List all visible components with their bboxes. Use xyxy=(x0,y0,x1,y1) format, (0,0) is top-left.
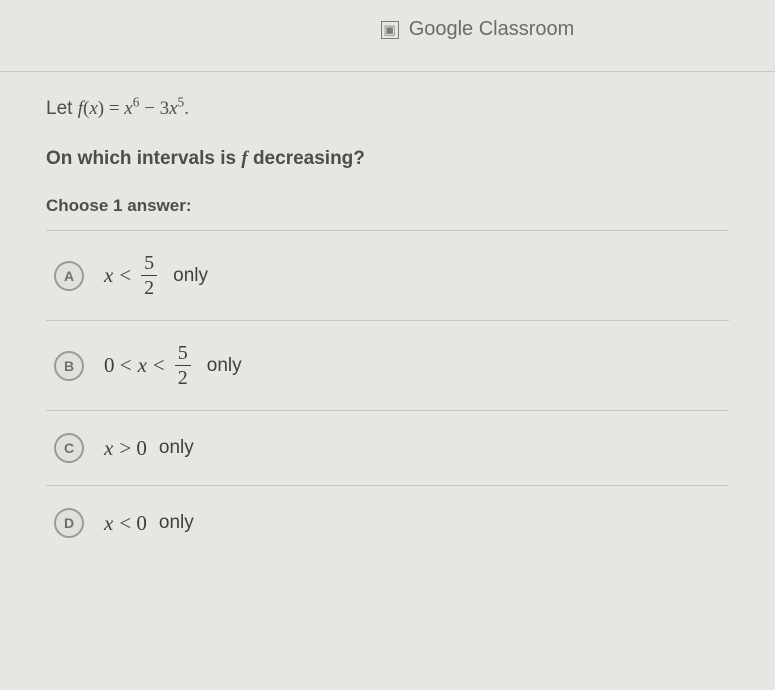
answer-radio[interactable]: D xyxy=(54,508,84,538)
answer-choice[interactable]: Ax < 52 only xyxy=(46,230,729,320)
answer-radio[interactable]: B xyxy=(54,351,84,381)
header-label[interactable]: Google Classroom xyxy=(409,18,575,41)
answers-list: Ax < 52 onlyB0 < x < 52 onlyCx > 0 onlyD… xyxy=(46,230,729,560)
prompt: Let f(x) = x6 − 3x5. xyxy=(46,98,729,120)
answer-choice[interactable]: Dx < 0 only xyxy=(46,485,729,560)
page-root: Google Classroom Let f(x) = x6 − 3x5. On… xyxy=(0,0,775,690)
choose-label: Choose 1 answer: xyxy=(46,196,729,216)
answer-choice[interactable]: B 0 < x < 52 only xyxy=(46,320,729,410)
answer-text: x < 0 only xyxy=(104,511,194,536)
prompt-prefix: Let xyxy=(46,98,78,119)
answer-radio[interactable]: A xyxy=(54,261,84,291)
answer-choice[interactable]: Cx > 0 only xyxy=(46,410,729,485)
question: On which intervals is f decreasing? xyxy=(46,148,729,170)
google-classroom-icon xyxy=(381,21,399,39)
header: Google Classroom xyxy=(0,0,775,71)
question-after: decreasing? xyxy=(248,148,365,169)
answer-text: 0 < x < 52 only xyxy=(104,343,242,388)
question-before: On which intervals is xyxy=(46,148,241,169)
content: Let f(x) = x6 − 3x5. On which intervals … xyxy=(0,72,775,560)
answer-text: x > 0 only xyxy=(104,436,194,461)
answer-text: x < 52 only xyxy=(104,253,208,298)
prompt-expression: f(x) = x6 − 3x5. xyxy=(78,98,189,119)
answer-radio[interactable]: C xyxy=(54,433,84,463)
